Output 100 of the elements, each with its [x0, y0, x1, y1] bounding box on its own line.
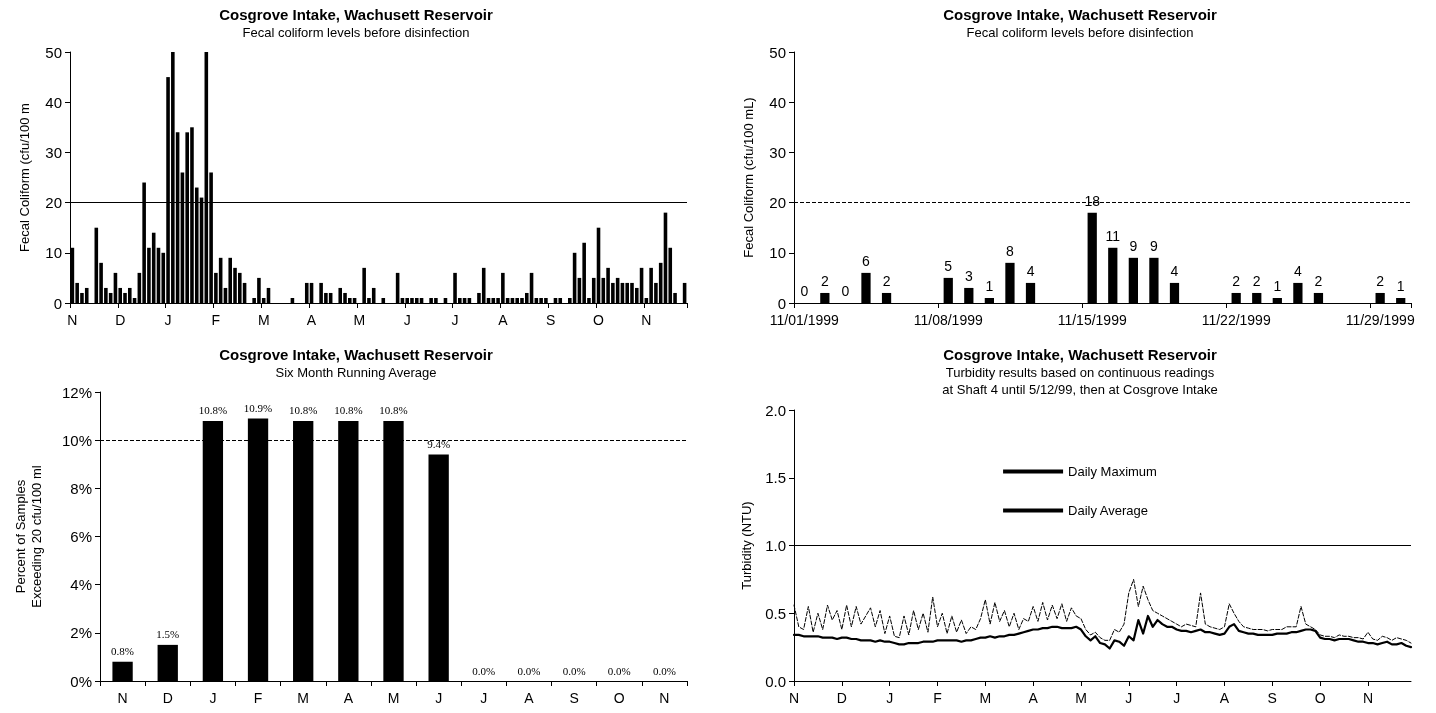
x-tick-label: J — [886, 690, 894, 706]
x-tick-label: N — [659, 690, 670, 706]
x-tick-label: J — [1125, 690, 1133, 706]
x-tick-label: N — [641, 312, 652, 328]
x-tick-label: A — [1028, 690, 1039, 706]
data-label: 1 — [1396, 277, 1405, 294]
data-label: 1.5% — [156, 628, 180, 641]
x-tick-label: M — [979, 690, 992, 706]
x-tick-label: 11/08/1999 — [913, 312, 983, 328]
data-label: 0.0% — [607, 664, 631, 677]
chart-subtitle: Fecal coliform levels before disinfection — [966, 25, 1194, 40]
y-tick-label: 12% — [61, 383, 92, 401]
x-tick-label: J — [164, 312, 172, 328]
data-label: 10.8% — [198, 404, 228, 417]
x-tick-label: A — [498, 312, 509, 328]
data-label: 2 — [1252, 272, 1261, 289]
data-label: 1 — [985, 277, 994, 294]
x-tick-label: J — [480, 690, 488, 706]
y-axis-title: Turbidity (NTU) — [738, 501, 754, 590]
data-label: 6 — [862, 252, 871, 269]
x-tick-label: S — [546, 312, 556, 328]
x-tick-label: A — [343, 690, 354, 706]
x-tick-label: N — [1362, 690, 1374, 706]
x-tick-label: F — [933, 690, 942, 706]
y-tick-label: 6% — [70, 528, 92, 545]
y-tick-label: 0.5 — [765, 604, 786, 622]
data-label: 1 — [1273, 277, 1282, 294]
chart-title: Cosgrove Intake, Wachusett Reservoir — [943, 6, 1218, 23]
y-axis-title: Percent of Samples Exceeding 20 cfu/100 ml — [12, 465, 44, 608]
x-tick-label: A — [524, 690, 535, 706]
y-axis-title: Fecal Coliform (cfu/100 m — [16, 103, 32, 252]
data-label: 0.0% — [562, 664, 586, 677]
x-tick-label: J — [435, 690, 443, 706]
y-tick-label: 0 — [777, 294, 786, 312]
x-tick-label: 11/01/1999 — [769, 312, 840, 328]
x-tick-label: N — [117, 690, 128, 706]
data-label: 4 — [1170, 262, 1179, 279]
chart-title: Cosgrove Intake, Wachusett Reservoir — [219, 6, 494, 23]
x-tick-label: J — [451, 312, 459, 328]
y-tick-label: 40 — [769, 93, 786, 111]
data-label: 2 — [820, 272, 829, 289]
x-tick-label: F — [211, 312, 221, 328]
data-label: 10.8% — [379, 404, 408, 417]
y-tick-label: 20 — [769, 194, 786, 212]
y-tick-label: 0% — [70, 672, 92, 690]
x-tick-label: N — [67, 312, 78, 328]
data-label: 2 — [1232, 272, 1241, 289]
chart-subtitle: Six Month Running Average — [275, 365, 437, 380]
x-tick-label: D — [836, 690, 847, 706]
x-tick-label: 11/29/1999 — [1345, 312, 1415, 328]
x-tick-label: S — [1267, 690, 1277, 706]
x-tick-label: A — [306, 312, 317, 328]
data-label: 0 — [800, 283, 809, 299]
legend-label: Daily Average — [1068, 503, 1149, 518]
data-label: 10.9% — [243, 401, 273, 414]
data-label: 0.0% — [472, 664, 496, 677]
data-label: 2 — [1314, 272, 1323, 289]
x-tick-label: O — [613, 690, 625, 706]
data-label: 2 — [1376, 272, 1385, 289]
y-tick-label: 10 — [769, 244, 786, 262]
data-label: 9 — [1129, 237, 1138, 254]
data-label: 4 — [1026, 262, 1035, 279]
x-tick-label: M — [257, 312, 270, 328]
x-tick-label: 11/15/1999 — [1057, 312, 1127, 328]
data-label: 2 — [882, 272, 891, 289]
x-tick-label: O — [593, 312, 605, 328]
y-axis-title: Fecal Coliform (cfu/100 mL) — [740, 97, 756, 258]
x-tick-label: D — [115, 312, 126, 328]
x-tick-label: M — [297, 690, 310, 706]
y-tick-label: 10 — [45, 244, 62, 262]
y-tick-label: 2.0 — [765, 401, 786, 419]
y-tick-label: 50 — [769, 43, 786, 61]
x-tick-label: M — [387, 690, 400, 706]
x-tick-label: J — [403, 312, 411, 328]
data-label: 10.8% — [288, 404, 318, 417]
x-tick-label: O — [1314, 690, 1326, 706]
x-tick-label: A — [1219, 690, 1230, 706]
data-label: 10.8% — [334, 404, 363, 417]
y-tick-label: 1.5 — [765, 469, 786, 487]
x-tick-label: F — [253, 690, 263, 706]
y-tick-label: 0 — [53, 294, 62, 312]
chart-subtitle: Turbidity results based on continuous readings at Shaft 4 until 5/12/99, then at Cosgrove Intake — [942, 365, 1218, 397]
data-label: 0.8% — [111, 645, 135, 658]
y-tick-label: 20 — [45, 194, 62, 212]
x-tick-label: 11/22/1999 — [1201, 312, 1271, 328]
y-tick-label: 1.0 — [765, 537, 786, 554]
y-tick-label: 50 — [45, 43, 62, 61]
data-label: 11 — [1105, 227, 1121, 244]
y-tick-label: 30 — [769, 143, 786, 161]
legend-label: Daily Maximum — [1068, 464, 1157, 479]
chart-subtitle: Fecal coliform levels before disinfection — [242, 25, 470, 40]
y-tick-label: 0.0 — [765, 672, 786, 690]
data-label: 8 — [1006, 242, 1015, 259]
x-tick-label: M — [1075, 690, 1087, 706]
y-tick-label: 8% — [70, 479, 92, 497]
data-label: 0 — [841, 283, 850, 299]
x-tick-label: N — [788, 690, 800, 706]
x-tick-label: D — [162, 690, 173, 706]
y-tick-label: 4% — [70, 576, 92, 594]
data-label: 3 — [964, 267, 973, 284]
